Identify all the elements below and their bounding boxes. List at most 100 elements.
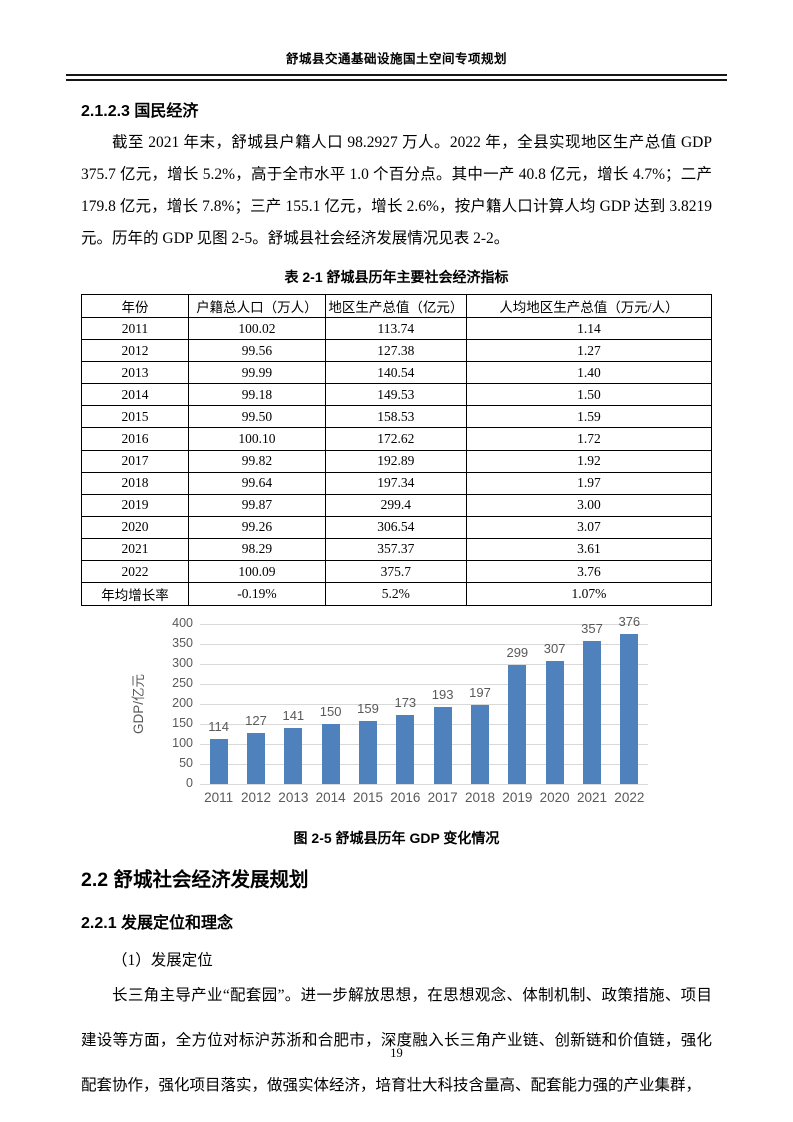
table-cell: 158.53 [324, 405, 467, 429]
table-row: 2019 99.87 299.4 3.00 [80, 493, 713, 517]
table-cell: 2017 [80, 449, 190, 473]
chart-y-axis-title: GDP/亿元 [131, 674, 146, 735]
table-row: 2018 99.64 197.34 1.97 [80, 471, 713, 495]
gdp-bar-chart: GDP/亿元 114 127 141 150 159 173 193 197 299 307 357… [81, 614, 712, 814]
chart-bar-value-label: 127 [245, 713, 267, 729]
chart-bar [583, 641, 601, 785]
table-cell: 年均增长率 [80, 582, 190, 607]
chart-bar [433, 706, 452, 785]
table-cell: 2021 [80, 537, 190, 562]
table-cell: 2016 [80, 427, 190, 451]
table-cell: 2011 [80, 316, 190, 341]
table-row: 2020 99.26 306.54 3.07 [80, 515, 713, 539]
chart-gridline [200, 724, 648, 726]
table-cell: 172.62 [324, 427, 467, 451]
chart-bar-value-label: 114 [208, 718, 230, 734]
table-cell: 1.97 [465, 471, 713, 495]
table-cell: 197.34 [324, 471, 467, 495]
chart-x-tick-label: 2021 [576, 790, 608, 806]
table-row: 2015 99.50 158.53 1.59 [80, 405, 713, 429]
table-header-cell: 年份 [80, 294, 190, 318]
figure-caption: 图 2-5 舒城县历年 GDP 变化情况 [293, 830, 500, 847]
page-content: 2.1.2.3 国民经济 截至 2021 年末，舒城县户籍人口 98.2927 … [66, 97, 727, 1108]
chart-bar-value-label: 173 [394, 694, 417, 710]
header-double-rule [66, 74, 727, 81]
chart-gridline [200, 624, 648, 626]
table-cell: 2022 [80, 560, 190, 584]
table-cell: 100.02 [188, 316, 326, 341]
table-cell: 99.18 [188, 383, 326, 407]
table-cell: 100.10 [188, 427, 326, 451]
chart-y-tick-label: 400 [172, 616, 193, 631]
chart-bar [321, 724, 340, 785]
chart-gridline [200, 764, 648, 766]
table-cell: 99.87 [188, 493, 326, 517]
table-cell: 127.38 [324, 339, 467, 363]
chart-bar-value-label: 376 [618, 613, 641, 629]
table-cell: 1.40 [465, 361, 713, 385]
chart-gridline [200, 784, 648, 786]
table-body: 年份 户籍总人口（万人） 地区生产总值（亿元） 人均地区生产总值（万元/人） 2011 1… [80, 294, 713, 607]
chart-x-tick-label: 2018 [464, 790, 496, 806]
chart-bar-value-label: 299 [506, 644, 529, 660]
chart-y-tick-label: 150 [172, 716, 193, 731]
table-cell: 2015 [80, 405, 190, 429]
table-row: 2022 100.09 375.7 3.76 [80, 560, 713, 584]
table-cell: 1.50 [465, 383, 713, 407]
table-header-cell: 地区生产总值（亿元） [324, 294, 467, 318]
chart-bar-value-label: 150 [319, 704, 342, 720]
table-cell: 3.76 [465, 560, 713, 584]
chart-x-tick-label: 2017 [427, 790, 458, 806]
table-cell: 375.7 [324, 560, 467, 584]
chart-gridline [200, 684, 648, 686]
table-row: 2013 99.99 140.54 1.40 [80, 361, 713, 385]
table-cell: 2013 [80, 361, 190, 385]
chart-y-tick-label: 300 [172, 656, 193, 671]
table-row: 2011 100.02 113.74 1.14 [80, 316, 713, 341]
chart-bar [471, 705, 489, 785]
chart-y-tick-label: 250 [172, 676, 193, 691]
table-cell: 149.53 [324, 383, 467, 407]
table-cell: 99.99 [188, 361, 326, 385]
table-cell: 306.54 [324, 515, 467, 539]
table-row: 2014 99.18 149.53 1.50 [80, 383, 713, 407]
table-cell: 2014 [80, 383, 190, 407]
table-cell: 99.50 [188, 405, 326, 429]
table-cell: 1.07% [465, 582, 713, 607]
economy-paragraph: 截至 2021 年末，舒城县户籍人口 98.2927 万人。2022 年，全县实… [81, 134, 712, 247]
section-heading-economy: 2.1.2.3 国民经济 [81, 103, 199, 120]
chart-gridline [200, 704, 648, 706]
chart-x-tick-label: 2022 [614, 790, 645, 806]
chart-x-tick-label: 2020 [539, 790, 570, 806]
table-cell: 5.2% [324, 582, 467, 607]
table-cell: 3.61 [465, 537, 713, 562]
chart-y-tick-label: 50 [179, 756, 193, 771]
table-cell: 99.64 [188, 471, 326, 495]
table-cell: 113.74 [324, 316, 467, 341]
item-label-development-positioning: （1）发展定位 [112, 952, 213, 970]
table-cell: 2012 [80, 339, 190, 363]
chart-bar-value-label: 159 [357, 700, 379, 716]
table-cell: 1.27 [465, 339, 713, 363]
chart-bar-value-label: 193 [431, 686, 454, 702]
table-cell: 1.72 [465, 427, 713, 451]
table-cell: 2018 [80, 471, 190, 495]
socioeconomic-table: 年份 户籍总人口（万人） 地区生产总值（亿元） 人均地区生产总值（万元/人） 2011 1… [80, 294, 713, 607]
chart-y-tick-label: 100 [172, 736, 193, 751]
table-header-row: 年份 户籍总人口（万人） 地区生产总值（亿元） 人均地区生产总值（万元/人） [80, 294, 713, 318]
chart-y-tick-label: 200 [172, 696, 193, 711]
table-cell: 1.59 [465, 405, 713, 429]
chart-bar-value-label: 357 [581, 621, 603, 637]
table-cell: 3.07 [465, 515, 713, 539]
table-cell: 99.56 [188, 339, 326, 363]
chart-bar [508, 664, 527, 785]
chart-bar-value-label: 197 [469, 685, 491, 701]
chart-y-tick-label: 350 [172, 636, 193, 651]
table-cell: 99.82 [188, 449, 326, 473]
table-cell: 99.26 [188, 515, 326, 539]
section-heading-plan: 2.2 舒城社会经济发展规划 [81, 869, 309, 892]
table-row: 2017 99.82 192.89 1.92 [80, 449, 713, 473]
subsection-heading-positioning: 2.2.1 发展定位和理念 [81, 915, 234, 933]
table-cell: 98.29 [188, 537, 326, 562]
